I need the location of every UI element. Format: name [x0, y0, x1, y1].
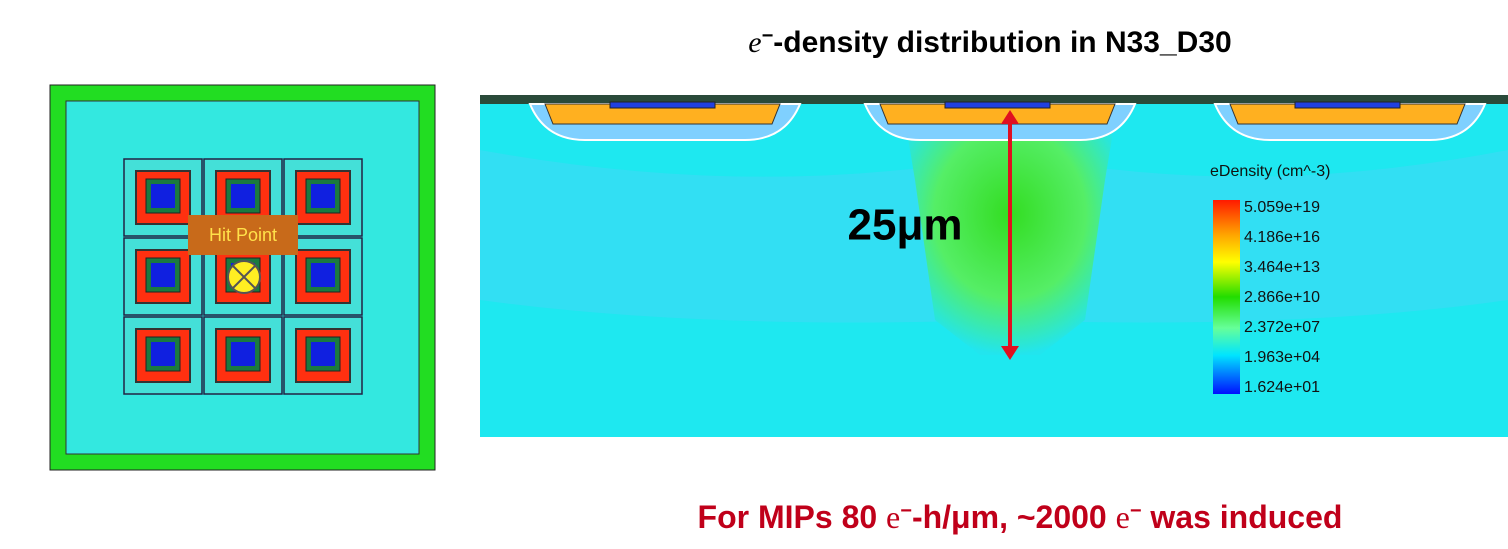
title: e−-density distribution in N33_D30 [748, 25, 1231, 59]
cross-section: 25μm eDensity (cm^-3) 5.059e+19 4.186e+16… [480, 95, 1508, 437]
pixel-electrode [311, 342, 335, 366]
pixel-electrode [231, 342, 255, 366]
footer-part: , ~2000 [999, 499, 1116, 535]
contact [610, 102, 715, 108]
pixel-electrode [151, 342, 175, 366]
footer-part: -h/μm [912, 499, 999, 535]
pixel-electrode [311, 184, 335, 208]
footer: For MIPs 80 e−-h/μm, ~2000 e− was induce… [698, 499, 1343, 535]
title-superscript: − [762, 25, 774, 47]
slide: e−-density distribution in N33_D30 Hit P… [0, 0, 1508, 549]
footer-part: e [886, 499, 900, 535]
dimension-label: 25μm [848, 201, 963, 250]
legend-label: 2.372e+07 [1244, 319, 1320, 336]
contact [945, 102, 1050, 108]
pixel-electrode [311, 263, 335, 287]
footer-part: For MIPs 80 [698, 499, 887, 535]
title-text: -density distribution in N33_D30 [773, 26, 1231, 59]
legend-bar [1213, 200, 1240, 394]
legend-label: 5.059e+19 [1244, 199, 1320, 216]
footer-part: was induced [1142, 499, 1343, 535]
hit-label: Hit Point [209, 225, 277, 245]
legend-label: 1.624e+01 [1244, 379, 1320, 396]
contact [1295, 102, 1400, 108]
legend-label: 1.963e+04 [1244, 349, 1320, 366]
pixel-electrode [151, 263, 175, 287]
pixel-electrode [231, 184, 255, 208]
legend-label: 3.464e+13 [1244, 259, 1320, 276]
pixel-top-view: Hit Point [50, 85, 435, 470]
pixel-electrode [151, 184, 175, 208]
footer-part: − [1130, 500, 1142, 522]
legend-title: eDensity (cm^-3) [1210, 163, 1330, 180]
title-symbol: e [748, 26, 761, 59]
legend-label: 2.866e+10 [1244, 289, 1320, 306]
legend-label: 4.186e+16 [1244, 229, 1320, 246]
footer-part: e [1116, 499, 1130, 535]
footer-part: − [900, 500, 912, 522]
